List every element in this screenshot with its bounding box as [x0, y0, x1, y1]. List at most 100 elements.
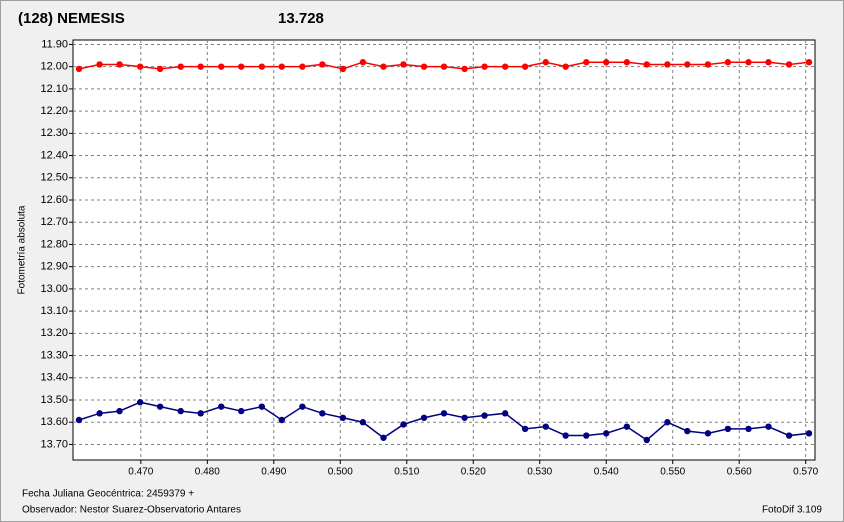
data-point [116, 61, 123, 68]
data-point [583, 432, 590, 439]
data-point [258, 403, 266, 410]
data-point [785, 432, 793, 439]
data-point [319, 410, 326, 417]
data-point [339, 65, 347, 73]
data-point [96, 410, 103, 417]
y-tick-label: 11.90 [41, 38, 68, 50]
data-point [542, 423, 549, 430]
x-tick-label: 0.560 [727, 467, 752, 478]
data-point [704, 430, 712, 437]
data-point [420, 414, 428, 421]
data-point [258, 63, 266, 70]
y-tick-label: 13.70 [40, 438, 68, 450]
y-tick-label: 13.00 [40, 283, 68, 295]
data-point [805, 59, 813, 66]
x-tick-label: 0.530 [527, 467, 552, 478]
data-point [440, 410, 448, 417]
data-point [339, 414, 347, 421]
data-point [501, 63, 509, 70]
data-point [684, 61, 691, 68]
data-point [319, 61, 326, 68]
software: FotoDif 3.109 [762, 505, 822, 516]
data-point [197, 63, 204, 70]
data-point [603, 59, 610, 66]
data-point [359, 59, 367, 66]
data-point [521, 425, 529, 433]
data-point [218, 403, 225, 410]
y-tick-label: 12.60 [40, 194, 68, 206]
x-tick-label: 0.510 [394, 467, 419, 478]
data-point [238, 407, 245, 415]
data-point [724, 425, 732, 433]
data-point [501, 410, 509, 417]
y-tick-label: 12.30 [40, 127, 68, 139]
x-tick-label: 0.520 [461, 467, 486, 478]
data-point [481, 63, 488, 70]
data-point [724, 59, 732, 66]
data-point [136, 63, 144, 70]
chart-title: (128) NEMESIS [18, 10, 125, 27]
data-point [805, 430, 813, 437]
data-point [156, 65, 164, 73]
data-point [380, 63, 387, 70]
data-point [156, 403, 164, 410]
data-point [177, 63, 184, 70]
data-point [704, 61, 712, 68]
data-point [643, 61, 650, 68]
data-point [278, 416, 285, 424]
y-tick-label: 13.60 [40, 416, 68, 428]
plot-area [72, 39, 816, 461]
data-point [562, 63, 569, 70]
data-point [299, 63, 306, 70]
data-point [238, 63, 245, 70]
data-point [481, 412, 488, 419]
data-point [765, 423, 772, 430]
data-point [562, 432, 569, 439]
data-point [583, 59, 590, 66]
data-point [521, 63, 529, 70]
data-point [299, 403, 306, 410]
data-point [664, 419, 671, 426]
y-tick-label: 12.90 [40, 261, 68, 273]
y-tick-label: 13.10 [40, 305, 68, 317]
y-tick-label: 12.10 [40, 83, 68, 95]
x-axis-label: Fecha Juliana Geocéntrica: 2459379 + [22, 489, 194, 500]
data-point [603, 430, 610, 437]
data-point [785, 61, 793, 68]
x-tick-label: 0.570 [793, 467, 818, 478]
data-point [197, 410, 204, 417]
data-point [684, 427, 691, 435]
y-tick-label: 12.70 [40, 216, 68, 228]
observer: Observador: Nestor Suarez-Observatorio A… [22, 505, 241, 516]
y-tick-label: 12.20 [40, 105, 68, 117]
y-tick-label: 12.00 [40, 61, 68, 73]
x-tick-label: 0.490 [261, 467, 286, 478]
data-point [440, 63, 448, 70]
data-point [623, 59, 631, 66]
y-tick-label: 13.30 [40, 349, 68, 361]
x-tick-label: 0.550 [660, 467, 685, 478]
data-point [623, 423, 631, 430]
y-tick-label: 13.20 [40, 327, 68, 339]
y-tick-label: 12.80 [40, 238, 68, 250]
y-tick-label: 12.50 [40, 172, 68, 184]
data-point [745, 425, 752, 433]
data-point [542, 59, 549, 66]
data-point [461, 65, 468, 73]
y-tick-label: 12.40 [40, 149, 68, 161]
data-point [420, 63, 428, 70]
data-point [75, 416, 83, 424]
data-point [278, 63, 285, 70]
x-tick-label: 0.500 [328, 467, 353, 478]
data-point [359, 419, 367, 426]
data-point [765, 59, 772, 66]
data-point [177, 407, 184, 415]
x-tick-label: 0.480 [195, 467, 220, 478]
data-point [664, 61, 671, 68]
data-point [400, 61, 407, 68]
data-point [643, 436, 650, 444]
y-axis-label: Fotometría absoluta [17, 205, 28, 294]
data-point [96, 61, 103, 68]
